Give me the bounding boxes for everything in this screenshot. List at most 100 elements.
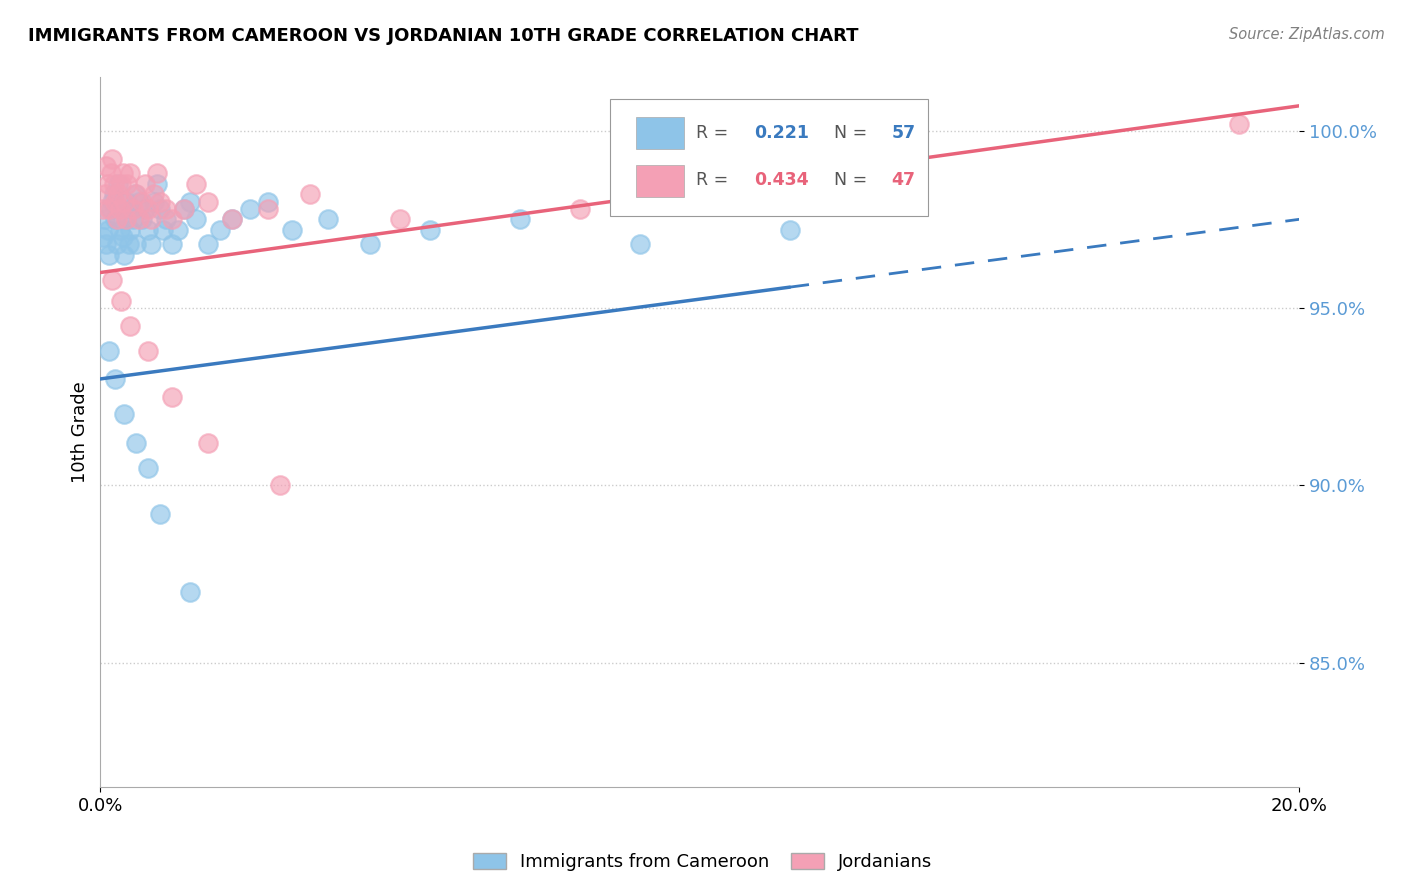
Point bbox=[125, 187, 148, 202]
Point bbox=[107, 187, 129, 202]
Point bbox=[110, 293, 132, 308]
FancyBboxPatch shape bbox=[637, 165, 685, 197]
Point bbox=[120, 223, 142, 237]
Point bbox=[124, 187, 146, 202]
Point bbox=[136, 343, 159, 358]
Point bbox=[128, 212, 150, 227]
Point bbox=[117, 194, 139, 209]
Point bbox=[257, 194, 280, 209]
Point bbox=[96, 223, 118, 237]
Point bbox=[104, 194, 127, 209]
Point bbox=[105, 212, 128, 227]
Point bbox=[149, 507, 172, 521]
Y-axis label: 10th Grade: 10th Grade bbox=[72, 381, 89, 483]
Point bbox=[118, 237, 141, 252]
Point bbox=[105, 237, 128, 252]
Point bbox=[100, 202, 122, 216]
Point bbox=[257, 202, 280, 216]
Point bbox=[568, 202, 591, 216]
Text: R =: R = bbox=[696, 171, 734, 189]
Point bbox=[209, 223, 232, 237]
Point bbox=[149, 202, 172, 216]
Point bbox=[110, 177, 132, 191]
Point bbox=[143, 194, 166, 209]
Point bbox=[173, 202, 195, 216]
Point bbox=[141, 237, 163, 252]
Point bbox=[122, 212, 145, 227]
Point bbox=[125, 435, 148, 450]
Point bbox=[101, 194, 124, 209]
Point bbox=[100, 166, 122, 180]
Text: N =: N = bbox=[834, 171, 873, 189]
Point bbox=[94, 187, 117, 202]
Point bbox=[141, 212, 163, 227]
Point bbox=[136, 460, 159, 475]
Point bbox=[155, 212, 177, 227]
Point bbox=[186, 212, 208, 227]
Legend: Immigrants from Cameroon, Jordanians: Immigrants from Cameroon, Jordanians bbox=[467, 846, 939, 879]
Point bbox=[103, 187, 125, 202]
Point bbox=[269, 478, 291, 492]
Point bbox=[152, 223, 174, 237]
Point bbox=[131, 212, 153, 227]
Point bbox=[197, 435, 219, 450]
Point bbox=[419, 223, 441, 237]
Point bbox=[316, 212, 339, 227]
Point bbox=[173, 202, 195, 216]
Point bbox=[96, 177, 118, 191]
Text: Source: ZipAtlas.com: Source: ZipAtlas.com bbox=[1229, 27, 1385, 42]
Point bbox=[146, 166, 169, 180]
Text: 57: 57 bbox=[891, 124, 915, 142]
Point bbox=[509, 212, 531, 227]
Point bbox=[808, 194, 831, 209]
Point bbox=[628, 237, 651, 252]
Point bbox=[98, 343, 121, 358]
Point bbox=[112, 248, 135, 262]
Point bbox=[96, 237, 118, 252]
Point bbox=[110, 202, 132, 216]
Text: N =: N = bbox=[834, 124, 873, 142]
Point bbox=[221, 212, 243, 227]
Point bbox=[114, 212, 136, 227]
Point bbox=[93, 230, 115, 244]
Point bbox=[146, 177, 169, 191]
Point bbox=[93, 202, 115, 216]
Point bbox=[197, 194, 219, 209]
Point bbox=[299, 187, 322, 202]
Point bbox=[389, 212, 412, 227]
Point bbox=[131, 194, 153, 209]
Point bbox=[128, 194, 150, 209]
Text: IMMIGRANTS FROM CAMEROON VS JORDANIAN 10TH GRADE CORRELATION CHART: IMMIGRANTS FROM CAMEROON VS JORDANIAN 10… bbox=[28, 27, 859, 45]
Text: 47: 47 bbox=[891, 171, 915, 189]
Point bbox=[162, 212, 184, 227]
Point bbox=[121, 202, 143, 216]
Point bbox=[155, 202, 177, 216]
Point bbox=[162, 390, 184, 404]
Text: 0.221: 0.221 bbox=[754, 124, 808, 142]
FancyBboxPatch shape bbox=[610, 99, 928, 216]
Point bbox=[112, 408, 135, 422]
Point bbox=[134, 177, 156, 191]
Point bbox=[134, 202, 156, 216]
Point bbox=[779, 223, 801, 237]
Text: R =: R = bbox=[696, 124, 734, 142]
Point bbox=[104, 212, 127, 227]
FancyBboxPatch shape bbox=[637, 118, 685, 149]
Point bbox=[125, 237, 148, 252]
Point bbox=[117, 177, 139, 191]
Point bbox=[98, 202, 121, 216]
Point bbox=[179, 584, 201, 599]
Point bbox=[101, 272, 124, 286]
Point bbox=[143, 187, 166, 202]
Point bbox=[186, 177, 208, 191]
Point bbox=[120, 318, 142, 333]
Point bbox=[112, 194, 135, 209]
Text: 0.434: 0.434 bbox=[754, 171, 808, 189]
Point bbox=[221, 212, 243, 227]
Point bbox=[103, 177, 125, 191]
Point bbox=[112, 230, 135, 244]
Point bbox=[167, 223, 190, 237]
Point bbox=[197, 237, 219, 252]
Point bbox=[149, 194, 172, 209]
Point bbox=[1227, 117, 1250, 131]
